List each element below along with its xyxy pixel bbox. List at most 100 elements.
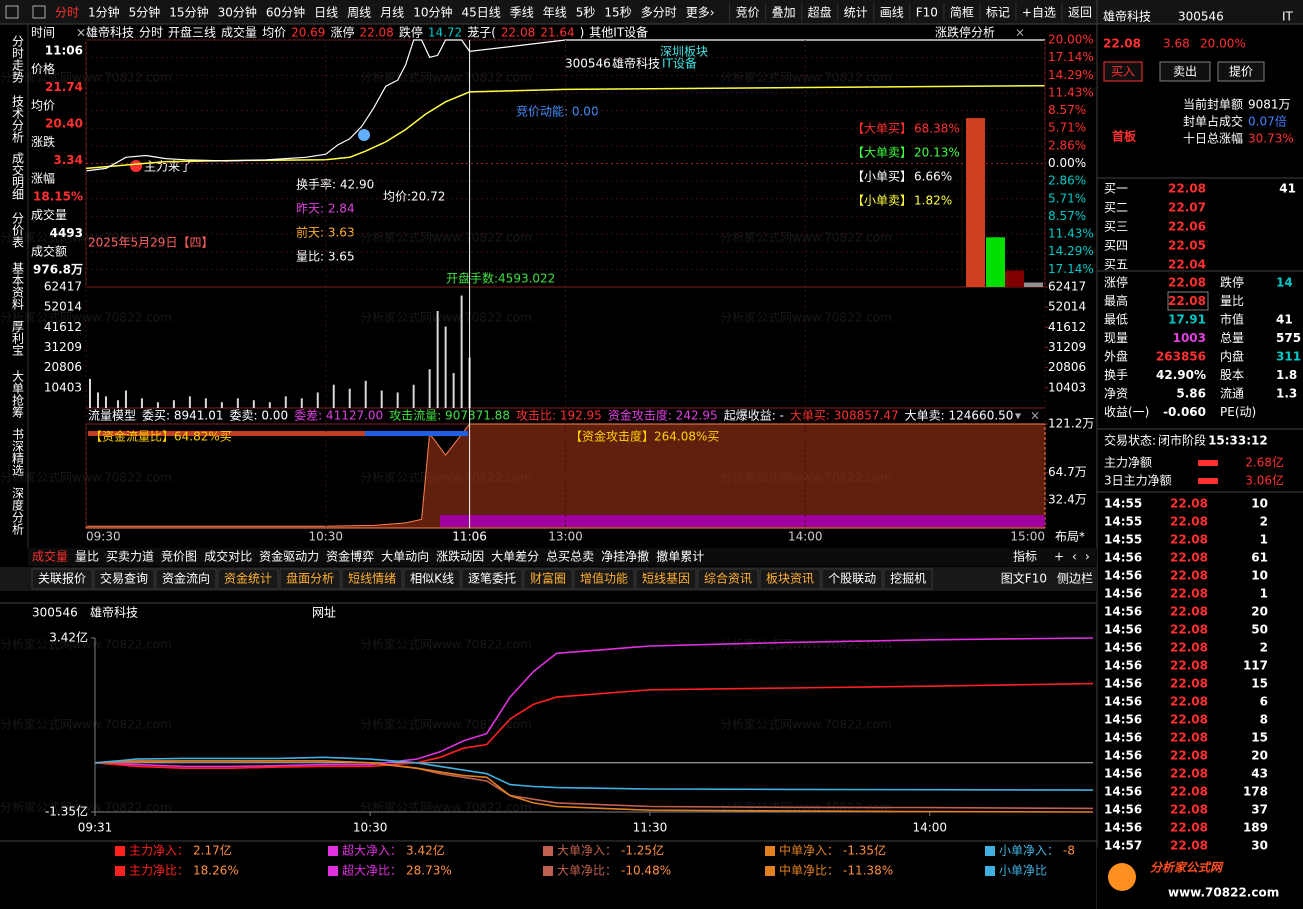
period-tab[interactable]: 15秒 <box>604 6 631 20</box>
trade-price: 22.08 <box>1170 605 1208 619</box>
sidebar-tab[interactable]: 大单抢筹 <box>11 370 25 418</box>
tool-button[interactable]: F10 <box>916 6 938 20</box>
volume-bar <box>156 402 159 408</box>
indicator-tab[interactable]: 涨跌动因 <box>436 549 484 564</box>
period-tab[interactable]: 5秒 <box>576 6 596 20</box>
function-button[interactable]: 关联报价 <box>38 571 86 586</box>
period-tab[interactable]: 多分时 <box>641 6 677 20</box>
tool-button[interactable]: 返回 <box>1068 6 1092 20</box>
fund-link[interactable]: 网址 <box>312 606 336 620</box>
period-tab[interactable]: 1分钟 <box>88 5 120 20</box>
trade-button[interactable] <box>1217 61 1265 82</box>
period-tab[interactable]: 更多› <box>686 6 715 20</box>
indicator-tab[interactable]: 成交量 <box>32 549 68 564</box>
indicator-button[interactable]: 指标 <box>1013 549 1037 564</box>
flow-stat: 委卖: 0.00 <box>230 409 289 423</box>
tool-button[interactable]: 标记 <box>986 6 1010 20</box>
period-tab[interactable]: 30分钟 <box>218 5 257 20</box>
sidebar-tab[interactable]: 书深精选 <box>11 428 25 477</box>
tool-button[interactable]: 统计 <box>844 6 868 20</box>
sidebar-tab[interactable]: 技术分析 <box>11 95 25 144</box>
period-tab[interactable]: 周线 <box>347 6 371 20</box>
trade-button[interactable] <box>1159 61 1211 82</box>
function-button[interactable]: 板块资讯 <box>766 572 814 586</box>
stat-label: 最低 <box>1104 313 1128 327</box>
sidebar-tab[interactable]: 深度分析 <box>11 487 25 536</box>
trade-price: 22.08 <box>1170 803 1208 817</box>
tool-button[interactable]: 叠加 <box>772 6 796 20</box>
y-tick-label: -1.35亿 <box>45 804 88 819</box>
arrow-left[interactable]: ‹ <box>1072 550 1077 564</box>
function-button[interactable]: 逐笔委托 <box>468 571 516 586</box>
indicator-tab[interactable]: 买卖力道 <box>106 550 154 564</box>
x-tick-label: 09:31 <box>78 821 113 835</box>
icon[interactable] <box>32 5 46 19</box>
close-icon[interactable]: × <box>1030 409 1040 423</box>
indicator-tab[interactable]: 撤单累计 <box>656 549 704 564</box>
layout-button[interactable]: 布局* <box>1055 530 1085 544</box>
limit-analysis[interactable]: 涨跌停分析 <box>935 25 995 40</box>
indicator-tab[interactable]: 总买总卖 <box>546 550 594 564</box>
period-tab[interactable]: 月线 <box>380 6 404 20</box>
stat-label: 外盘 <box>1104 349 1128 364</box>
volume-bar <box>88 378 91 408</box>
legend-swatch <box>765 846 775 856</box>
tool-button[interactable]: 画线 <box>880 6 904 20</box>
function-button[interactable]: 短线情绪 <box>348 572 396 586</box>
sidebar-tab[interactable]: 分价表 <box>11 212 25 248</box>
indicator-tab[interactable]: 净挂净撤 <box>601 549 649 564</box>
info-label: 时间 <box>31 26 55 40</box>
function-button[interactable]: 挖掘机 <box>890 571 926 586</box>
indicator-button[interactable]: + <box>1054 550 1064 564</box>
trade-button[interactable] <box>1103 61 1143 82</box>
arrow-right[interactable]: › <box>1085 550 1090 564</box>
tool-button[interactable]: 简框 <box>950 6 974 20</box>
period-tab[interactable]: 45日线 <box>461 6 500 20</box>
indicator-tab[interactable]: 量比 <box>75 550 99 564</box>
trade-price: 22.08 <box>1170 587 1208 601</box>
function-button[interactable]: 侧边栏 <box>1057 571 1093 586</box>
period-tab[interactable]: 分时 <box>55 6 79 20</box>
trade-button-label[interactable]: 卖出 <box>1173 65 1197 79</box>
period-tab[interactable]: 5分钟 <box>129 5 161 20</box>
sidebar-tab[interactable]: 分时走势 <box>11 35 25 83</box>
function-button[interactable]: 交易查询 <box>100 571 148 586</box>
tool-button[interactable]: 竞价 <box>736 6 760 20</box>
sidebar-tab[interactable]: 厚利宝 <box>11 320 25 356</box>
function-button[interactable]: 资金流向 <box>162 571 210 586</box>
close-icon[interactable]: × <box>1015 26 1025 40</box>
volume-bar <box>96 392 99 408</box>
function-button[interactable]: 相似K线 <box>410 572 454 586</box>
function-button[interactable]: 短线基因 <box>642 572 690 586</box>
tool-button[interactable]: 超盘 <box>808 5 832 20</box>
period-tab[interactable]: 日线 <box>314 6 338 20</box>
close-icon[interactable]: × <box>76 26 86 40</box>
trade-time: 14:56 <box>1104 731 1142 745</box>
function-button[interactable]: 个股联动 <box>828 572 876 586</box>
sidebar-tab[interactable]: 成交明细 <box>11 152 25 200</box>
function-button[interactable]: 盘面分析 <box>286 571 334 586</box>
period-tab[interactable]: 年线 <box>543 6 567 20</box>
function-button[interactable]: 财富圈 <box>530 571 566 586</box>
trade-button-label[interactable]: 提价 <box>1229 64 1253 79</box>
function-button[interactable]: 图文F10 <box>1001 571 1047 586</box>
function-button[interactable]: 综合资讯 <box>704 571 752 586</box>
period-tab[interactable]: 15分钟 <box>169 5 208 20</box>
menu-icon[interactable]: ▾ <box>1015 409 1021 423</box>
indicator-tab[interactable]: 成交对比 <box>204 549 252 564</box>
indicator-tab[interactable]: 资金博弈 <box>326 549 374 564</box>
function-button[interactable]: 增值功能 <box>580 571 628 586</box>
indicator-tab[interactable]: 竞价图 <box>161 550 197 564</box>
indicator-tab[interactable]: 资金驱动力 <box>259 549 319 564</box>
trade-button-label[interactable]: 买入 <box>1111 65 1135 79</box>
function-button[interactable]: 资金统计 <box>224 571 272 586</box>
chart-header: 14.72 <box>428 26 462 40</box>
sidebar-tab[interactable]: 基本资料 <box>11 262 25 310</box>
indicator-tab[interactable]: 大单动向 <box>381 549 429 564</box>
indicator-tab[interactable]: 大单差分 <box>491 550 539 564</box>
period-tab[interactable]: 10分钟 <box>413 5 452 20</box>
icon[interactable] <box>5 5 19 19</box>
period-tab[interactable]: 60分钟 <box>266 5 305 20</box>
tool-button[interactable]: +自选 <box>1022 6 1056 20</box>
period-tab[interactable]: 季线 <box>510 6 534 20</box>
